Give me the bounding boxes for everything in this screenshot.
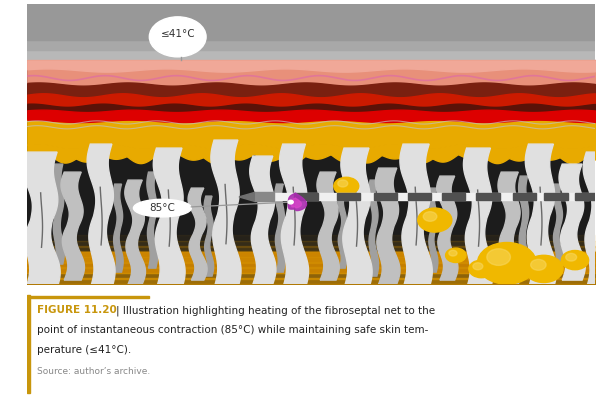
Bar: [274, 193, 589, 200]
Circle shape: [446, 248, 466, 262]
Polygon shape: [338, 192, 347, 268]
Text: perature (≤41°C).: perature (≤41°C).: [36, 345, 131, 355]
Bar: [575, 193, 599, 200]
Polygon shape: [154, 148, 185, 288]
Bar: [476, 193, 500, 200]
Bar: [373, 193, 398, 200]
Text: FIGURE 11.20: FIGURE 11.20: [36, 305, 117, 315]
Circle shape: [449, 250, 457, 256]
Circle shape: [561, 251, 589, 270]
Polygon shape: [204, 196, 214, 276]
Polygon shape: [317, 172, 339, 280]
Polygon shape: [525, 144, 557, 288]
Circle shape: [477, 243, 537, 284]
Polygon shape: [400, 144, 432, 288]
Circle shape: [524, 256, 563, 283]
Bar: [407, 193, 432, 200]
Polygon shape: [125, 180, 146, 284]
Bar: [512, 193, 537, 200]
Polygon shape: [498, 172, 521, 284]
Polygon shape: [429, 188, 438, 272]
Text: point of instantaneous contraction (85°C) while maintaining safe skin tem-: point of instantaneous contraction (85°C…: [36, 325, 428, 335]
Circle shape: [566, 253, 577, 261]
Circle shape: [473, 263, 483, 270]
Polygon shape: [53, 164, 64, 264]
Text: ≤41°C: ≤41°C: [160, 29, 195, 39]
Text: 85°C: 85°C: [149, 203, 175, 213]
Circle shape: [423, 212, 437, 221]
Circle shape: [334, 177, 359, 195]
Circle shape: [149, 17, 206, 57]
Polygon shape: [375, 168, 400, 284]
Polygon shape: [368, 180, 379, 276]
Polygon shape: [559, 164, 585, 280]
Bar: [442, 193, 466, 200]
Polygon shape: [147, 172, 157, 268]
Polygon shape: [87, 144, 115, 288]
Circle shape: [487, 249, 510, 266]
Polygon shape: [211, 140, 241, 288]
Polygon shape: [275, 184, 285, 272]
Bar: [254, 193, 274, 201]
Polygon shape: [188, 188, 207, 280]
Polygon shape: [341, 148, 372, 288]
Polygon shape: [518, 176, 529, 276]
Bar: [27, 295, 30, 393]
Polygon shape: [291, 198, 302, 208]
Circle shape: [337, 180, 348, 187]
Polygon shape: [23, 152, 60, 288]
Text: | Illustration highlighting heating of the fibroseptal net to the: | Illustration highlighting heating of t…: [116, 305, 435, 316]
Bar: [27, 4, 595, 40]
Bar: [27, 296, 149, 298]
Bar: [337, 193, 361, 200]
Bar: [27, 4, 595, 60]
Circle shape: [469, 260, 494, 278]
Bar: [27, 4, 595, 50]
Circle shape: [418, 208, 452, 232]
Polygon shape: [436, 176, 458, 280]
Polygon shape: [280, 144, 308, 288]
Circle shape: [531, 260, 546, 270]
Polygon shape: [464, 148, 493, 288]
Polygon shape: [239, 193, 254, 201]
Bar: [294, 193, 318, 200]
Polygon shape: [583, 152, 607, 288]
Polygon shape: [61, 172, 84, 280]
Polygon shape: [288, 193, 307, 211]
Circle shape: [288, 200, 293, 204]
Text: Source: author’s archive.: Source: author’s archive.: [36, 367, 150, 376]
Polygon shape: [553, 184, 563, 268]
Bar: [544, 193, 568, 200]
Polygon shape: [113, 184, 123, 272]
Polygon shape: [249, 156, 276, 284]
Ellipse shape: [134, 199, 191, 217]
